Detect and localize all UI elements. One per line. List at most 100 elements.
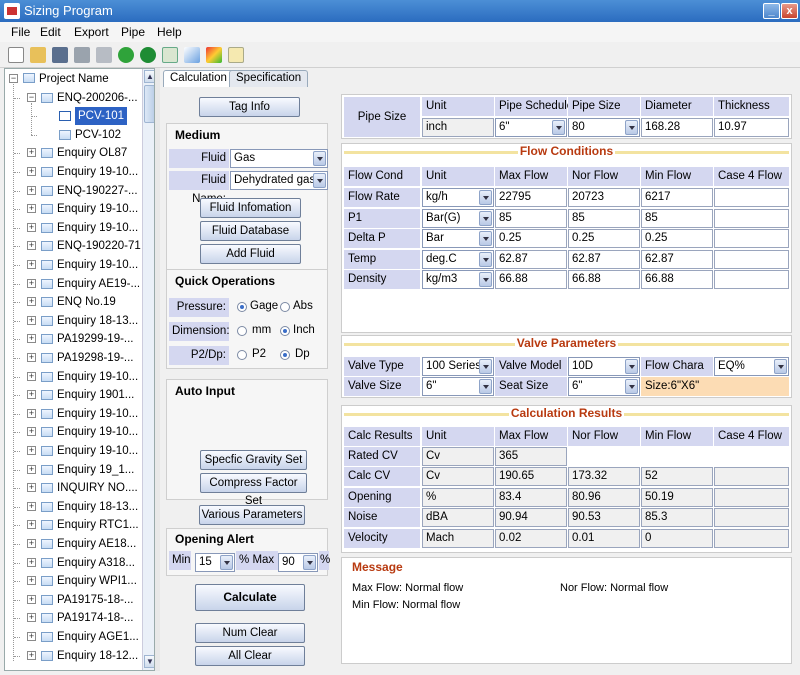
project-tree[interactable]: − Project Name − ENQ-200206-... PCV-101 PCV-… [4,68,155,671]
expand-icon[interactable]: + [27,259,36,269]
flow-unit-select[interactable]: deg.C [422,249,494,269]
add-doc-icon[interactable] [162,47,178,63]
compress-factor-set-button[interactable]: Compress Factor Set [200,473,307,507]
flow-unit-select[interactable]: kg/h [422,188,494,207]
all-clear-button[interactable]: All Clear [195,646,305,666]
expand-icon[interactable]: + [27,463,36,474]
scroll-thumb[interactable] [144,85,154,123]
inch-radio[interactable] [280,326,290,336]
menu-edit[interactable]: Edit [40,25,61,39]
tree-item[interactable]: Enquiry 19-10... [57,407,139,420]
flow-value-field[interactable] [714,188,789,207]
tree-item[interactable]: Enquiry A318... [57,556,135,569]
expand-icon[interactable]: + [27,370,36,381]
tree-item[interactable]: PA19174-18-... [57,612,134,625]
tree-item[interactable]: ENQ No.19 [57,296,116,309]
tree-item[interactable]: PA19299-19-... [57,333,134,346]
flow-unit-select[interactable]: kg/m3 [422,270,494,289]
flow-value-field[interactable]: 62.87 [495,249,567,269]
tree-item[interactable]: Enquiry 19-10... [57,203,139,216]
tree-item[interactable]: Enquiry 19-10... [57,426,139,439]
expand-icon[interactable]: + [27,575,36,586]
expand-icon[interactable]: + [27,482,36,493]
tree-item[interactable]: Enquiry 19_1... [57,463,135,476]
menu-pipe[interactable]: Pipe [121,25,146,39]
scroll-up-icon[interactable]: ▲ [144,70,154,83]
tree-item[interactable]: ENQ-190220-71 [57,240,141,253]
flow-value-field[interactable]: 62.87 [641,249,713,269]
tree-item[interactable]: Enquiry RTC1... [57,519,139,532]
flow-value-field[interactable]: 66.88 [568,270,640,289]
tree-item[interactable]: Enquiry 18-13... [57,500,139,513]
flow-value-field[interactable]: 85 [641,208,713,228]
valve-size-select[interactable]: 6" [422,377,494,396]
flow-value-field[interactable] [714,208,789,228]
fluid-information-button[interactable]: Fluid Infomation [200,198,301,218]
expand-icon[interactable]: + [27,333,36,344]
minimize-button[interactable]: _ [763,3,780,19]
tree-item[interactable]: Enquiry AGE1... [57,631,139,643]
go-green-icon[interactable] [118,47,134,63]
valve-type-select[interactable]: 100 Series [422,357,494,376]
flow-value-field[interactable]: 0.25 [495,229,567,248]
edit-icon[interactable] [228,47,244,63]
num-clear-button[interactable]: Num Clear [195,623,305,643]
close-button[interactable]: x [781,3,798,19]
expand-icon[interactable]: + [27,649,36,660]
print-icon[interactable] [74,47,90,63]
flow-value-field[interactable]: 62.87 [568,249,640,269]
collapse-icon[interactable]: − [27,91,36,102]
tree-item[interactable]: PA19298-19-... [57,352,134,364]
flow-value-field[interactable]: 22795 [495,188,567,207]
flow-value-field[interactable]: 85 [495,208,567,228]
expand-icon[interactable]: + [27,631,36,641]
tree-item[interactable]: Enquiry 1901... [57,389,135,402]
expand-icon[interactable]: + [27,352,36,362]
expand-icon[interactable]: + [27,203,36,214]
pipe-size-select[interactable]: 80 [568,118,640,137]
tree-item[interactable]: PA19175-18-... [57,593,134,606]
tree-item[interactable]: Enquiry WPI1... [57,575,137,588]
expand-icon[interactable]: + [27,184,36,195]
splitter[interactable] [155,68,160,671]
palette-icon[interactable] [206,47,222,63]
tree-item[interactable]: ENQ-200206-... [57,91,138,104]
fluid-database-button[interactable]: Fluid Database [200,221,301,241]
tree-item[interactable]: Enquiry AE18... [57,538,137,550]
tree-item[interactable]: Enquiry 18-13... [57,314,139,327]
add-fluid-button[interactable]: Add Fluid [200,244,301,264]
expand-icon[interactable]: + [27,221,36,232]
tree-item[interactable]: INQUIRY NO.... [57,482,138,495]
expand-icon[interactable]: + [27,277,36,288]
expand-icon[interactable]: + [27,538,36,548]
seat-size-select[interactable]: 6" [568,377,640,396]
fluid-name-select[interactable]: Dehydrated gas [230,171,328,190]
dp-radio[interactable] [280,350,290,360]
flow-value-field[interactable]: 66.88 [495,270,567,289]
various-parameters-button[interactable]: Various Parameters [199,505,305,525]
expand-icon[interactable]: + [27,166,36,176]
flow-value-field[interactable]: 6217 [641,188,713,207]
menu-file[interactable]: File [11,25,31,39]
calculate-button[interactable]: Calculate [195,584,305,611]
specific-gravity-set-button[interactable]: Specfic Gravity Set [200,450,307,470]
expand-icon[interactable]: + [27,314,36,325]
flow-value-field[interactable]: 66.88 [641,270,713,289]
tab-specification[interactable]: Specification [229,70,309,87]
tree-item[interactable]: Enquiry 19-10... [57,445,139,457]
diameter-field[interactable]: 168.28 [641,118,713,137]
expand-icon[interactable]: + [27,519,36,530]
tree-scrollbar[interactable]: ▲ ▼ [142,69,154,670]
tree-item[interactable]: Enquiry 19-10... [57,221,139,234]
go-next-icon[interactable] [140,47,156,63]
expand-icon[interactable]: + [27,407,36,418]
p2-radio[interactable] [237,350,247,360]
open-folder-icon[interactable] [30,47,46,63]
thickness-field[interactable]: 10.97 [714,118,789,137]
tree-item[interactable]: ENQ-190227-... [57,184,138,197]
fluid-type-select[interactable]: Gas [230,149,328,168]
expand-icon[interactable]: + [27,500,36,511]
print-preview-icon[interactable] [96,47,112,63]
scroll-down-icon[interactable]: ▼ [144,655,154,668]
expand-icon[interactable]: + [27,240,36,251]
